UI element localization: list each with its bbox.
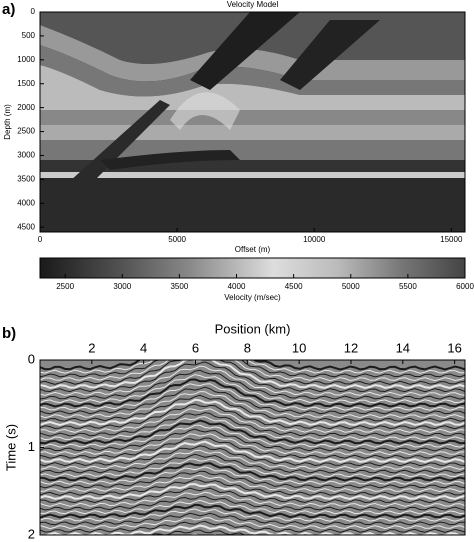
x-tick-label: 14 — [396, 340, 410, 355]
reflector — [40, 360, 465, 371]
x-axis-label: Offset (m) — [235, 245, 271, 254]
colorbar-tick-label: 5000 — [342, 282, 360, 291]
x-tick-label: 16 — [447, 340, 461, 355]
reflector — [40, 512, 465, 526]
colorbar — [39, 257, 466, 279]
reflector — [40, 466, 465, 485]
reflector — [40, 369, 465, 400]
x-axis-label: Position (km) — [215, 321, 291, 336]
reflector — [40, 453, 465, 474]
y-tick-label: 2500 — [17, 127, 35, 136]
y-tick-label: 0 — [28, 351, 35, 366]
x-tick-label: 12 — [344, 340, 358, 355]
reflector — [40, 419, 465, 445]
reflector — [40, 433, 465, 456]
reflector — [40, 394, 465, 422]
x-tick-label: 15000 — [440, 235, 463, 244]
colorbar-tick-label: 5500 — [399, 282, 417, 291]
reflector — [40, 424, 465, 448]
y-tick-label: 2000 — [17, 103, 35, 112]
reflector — [40, 374, 465, 404]
x-tick-label: 10000 — [303, 235, 326, 244]
seismic-image — [40, 360, 465, 535]
y-tick-label: 4500 — [17, 222, 35, 231]
reflector — [40, 360, 465, 378]
reflector — [40, 470, 465, 489]
reflector — [40, 428, 465, 452]
reflector — [40, 360, 465, 390]
x-tick-label: 2 — [88, 340, 95, 355]
reflector — [40, 412, 465, 437]
chart-title: Velocity Model — [227, 0, 279, 9]
reflector — [40, 416, 465, 441]
reflector — [40, 495, 465, 511]
panel-label: b) — [2, 325, 16, 342]
reflector — [40, 445, 465, 467]
panel-label: a) — [2, 1, 15, 18]
velocity-image — [40, 12, 465, 232]
colorbar-tick-label: 3000 — [113, 282, 131, 291]
reflector — [40, 503, 465, 519]
reflector — [40, 462, 465, 482]
reflector — [40, 458, 465, 478]
colorbar-tick-label: 2500 — [56, 282, 74, 291]
x-tick-label: 6 — [192, 340, 199, 355]
y-tick-label: 2 — [28, 526, 35, 541]
reflector — [40, 437, 465, 459]
reflector — [40, 520, 465, 533]
reflector — [40, 361, 465, 393]
x-tick-label: 5000 — [168, 235, 186, 244]
reflector — [40, 386, 465, 415]
x-tick-label: 8 — [244, 340, 251, 355]
reflector — [40, 403, 465, 430]
y-tick-label: 1000 — [17, 55, 35, 64]
y-tick-label: 0 — [31, 7, 36, 16]
y-tick-label: 1500 — [17, 79, 35, 88]
reflector — [40, 508, 465, 522]
reflector — [40, 398, 465, 427]
reflector — [40, 360, 465, 374]
x-tick-label: 0 — [38, 235, 43, 244]
reflector — [40, 499, 465, 515]
y-axis-label: Depth (m) — [3, 104, 12, 140]
y-tick-label: 500 — [22, 31, 36, 40]
reflector — [40, 440, 465, 464]
reflector — [40, 360, 465, 385]
reflector — [40, 378, 465, 408]
colorbar-tick-label: 6000 — [456, 282, 474, 291]
reflector — [40, 474, 465, 493]
y-axis-label: Time (s) — [3, 424, 18, 471]
reflector — [40, 478, 465, 496]
reflector — [40, 408, 465, 433]
reflector — [40, 491, 465, 507]
colorbar-tick-label: 4000 — [228, 282, 246, 291]
reflector — [40, 449, 465, 470]
x-tick-label: 10 — [292, 340, 306, 355]
x-tick-label: 4 — [140, 340, 147, 355]
colorbar-label: Velocity (m/sec) — [224, 293, 281, 302]
colorbar-tick-label: 3500 — [170, 282, 188, 291]
y-tick-label: 3500 — [17, 175, 35, 184]
plot-frame — [39, 11, 466, 233]
reflector — [40, 365, 465, 396]
colorbar-tick-label: 4500 — [285, 282, 303, 291]
reflector — [40, 483, 465, 501]
y-tick-label: 3000 — [17, 151, 35, 160]
y-tick-label: 1 — [28, 439, 35, 454]
y-tick-label: 4000 — [17, 198, 35, 207]
reflector — [40, 487, 465, 504]
reflector — [40, 517, 465, 530]
reflector — [40, 391, 465, 419]
reflector — [40, 383, 465, 411]
reflector — [40, 360, 465, 382]
